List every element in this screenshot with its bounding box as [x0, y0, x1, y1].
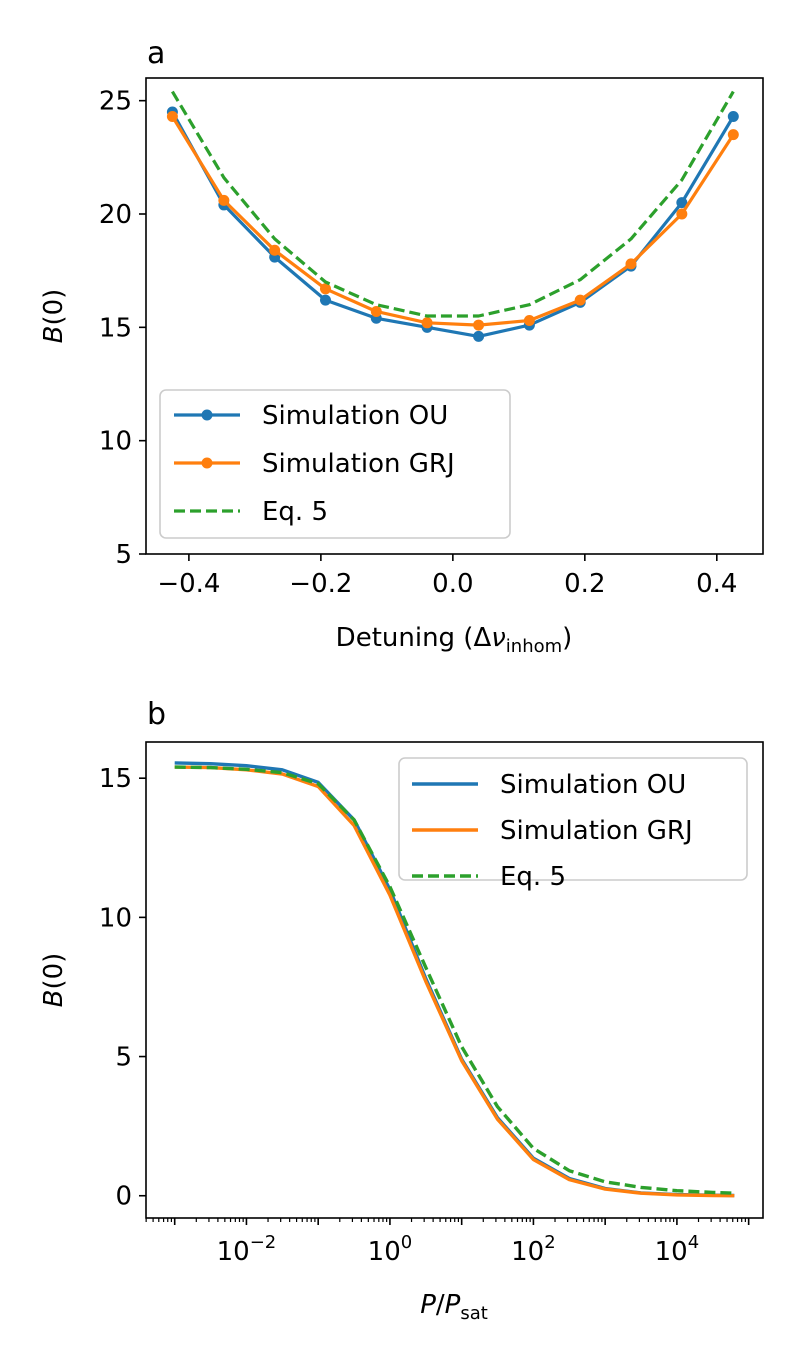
- panel-a-series-eq5-line: [171, 90, 735, 318]
- panel-b-y-tick-label: 0: [115, 1182, 132, 1212]
- panel-b-legend-eq5-label: Eq. 5: [500, 862, 566, 892]
- panel-a-series-grj-line: [171, 115, 735, 327]
- panel-a-legend-eq5-label: Eq. 5: [262, 497, 328, 527]
- panel-a-x-tick-label: 0.4: [696, 569, 737, 599]
- panel-b-x-tick-label: 100: [368, 1232, 413, 1267]
- panel-a-ou-point: [319, 294, 331, 306]
- panel-a-legend: Simulation OU Simulation GRJ Eq. 5: [159, 389, 511, 539]
- panel-a-x-tick-label: 0.0: [432, 569, 473, 599]
- panel-a-grj-point: [166, 111, 178, 123]
- panel-a-x-tick-label: 0.2: [564, 569, 605, 599]
- panel-a-series-ou-line: [171, 111, 735, 338]
- panel-a-frame: [145, 77, 764, 555]
- panel-a-grj-point: [218, 194, 230, 206]
- panel-a-x-axis-label: Detuning (Δνinhom): [336, 623, 573, 657]
- panel-a-x-ticks: −0.4 −0.2 0.0 0.2 0.4: [157, 554, 737, 599]
- panel-a-y-tick-label: 20: [99, 200, 132, 230]
- panel-a-y-ticks: 5 10 15 20 25: [99, 87, 146, 570]
- panel-a-y-tick-label: 25: [99, 87, 132, 117]
- panel-b-x-tick-label: 10−2: [217, 1232, 277, 1267]
- panel-b-plot-area: [174, 761, 735, 1198]
- panel-a-plot-area: [166, 90, 739, 342]
- panel-b: b 10−2 100 102 104 0 5 10 15 P/Psat B(0) Simul…: [39, 697, 764, 1324]
- panel-a: a −0.4 −0.2 0.0 0.2 0.4 5 10 15 20 25 Detuning (…: [39, 36, 764, 657]
- panel-a-ou-point: [676, 197, 688, 209]
- panel-b-series-grj-line: [174, 765, 735, 1198]
- panel-b-legend-ou-label: Simulation OU: [500, 770, 686, 800]
- panel-a-grj-point: [473, 319, 485, 331]
- panel-a-legend-ou-marker: [201, 409, 213, 421]
- panel-a-y-tick-label: 5: [115, 540, 132, 570]
- panel-a-legend-grj-label: Simulation GRJ: [262, 449, 455, 479]
- panel-a-label: a: [147, 36, 165, 71]
- panel-a-ou-point: [727, 111, 739, 123]
- panel-b-y-ticks: 0 5 10 15: [99, 764, 146, 1212]
- panel-a-grj-point: [319, 283, 331, 295]
- panel-b-x-ticks: 10−2 100 102 104: [145, 1218, 750, 1267]
- panel-a-y-axis-label: B(0): [39, 289, 69, 344]
- panel-a-ou-point: [473, 330, 485, 342]
- panel-a-grj-point: [727, 129, 739, 141]
- panel-b-x-tick-label: 104: [655, 1232, 700, 1267]
- panel-a-grj-point: [421, 317, 433, 329]
- panel-b-legend-handles: [412, 782, 478, 878]
- panel-b-legend-grj-label: Simulation GRJ: [500, 816, 693, 846]
- panel-a-y-tick-label: 10: [99, 427, 132, 457]
- panel-a-grj-point: [625, 258, 637, 270]
- panel-a-x-tick-label: −0.2: [289, 569, 352, 599]
- panel-b-legend: Simulation OU Simulation GRJ Eq. 5: [398, 757, 748, 892]
- panel-a-y-tick-label: 15: [99, 313, 132, 343]
- panel-a-grj-point: [269, 244, 281, 256]
- panel-a-legend-box: [159, 389, 511, 539]
- panel-a-grj-point: [574, 294, 586, 306]
- panel-a-legend-handles: [174, 409, 240, 513]
- panel-a-legend-grj-marker: [201, 457, 213, 469]
- panel-b-label: b: [147, 697, 166, 732]
- panel-a-grj-point: [370, 305, 382, 317]
- panel-a-legend-ou-label: Simulation OU: [262, 401, 448, 431]
- panel-b-y-tick-label: 5: [115, 1043, 132, 1073]
- panel-a-grj-point: [523, 315, 535, 327]
- panel-b-x-tick-label: 102: [511, 1232, 556, 1267]
- panel-b-legend-box: [398, 757, 748, 881]
- panel-a-x-tick-label: −0.4: [157, 569, 220, 599]
- panel-a-grj-point: [676, 208, 688, 220]
- panel-b-y-axis-label: B(0): [39, 953, 69, 1008]
- panel-b-y-tick-label: 15: [99, 764, 132, 794]
- panel-b-y-tick-label: 10: [99, 903, 132, 933]
- panel-b-x-axis-label: P/Psat: [420, 1290, 488, 1324]
